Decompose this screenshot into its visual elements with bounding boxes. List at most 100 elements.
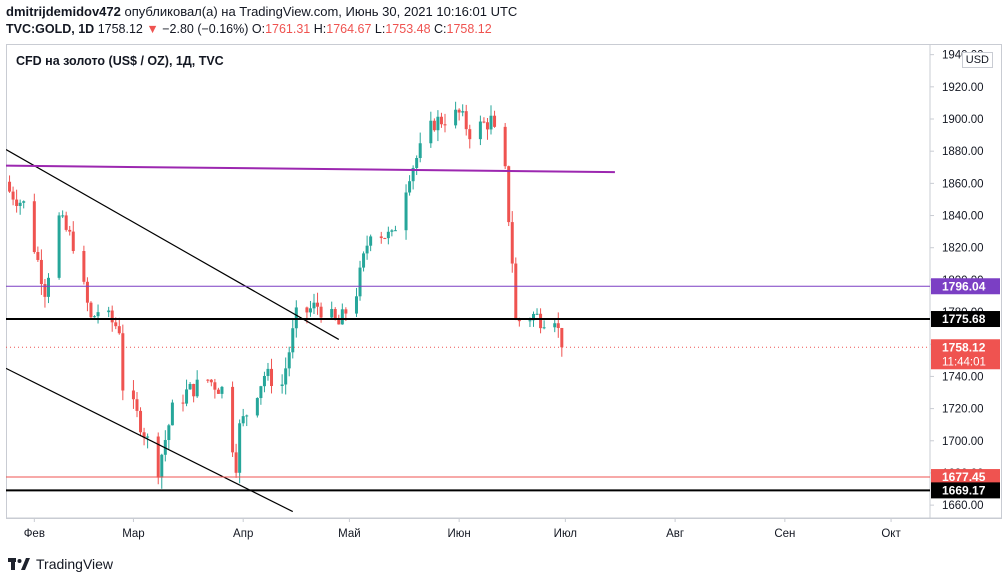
price-label-box bbox=[931, 339, 1000, 370]
candle-body bbox=[11, 191, 15, 200]
candle-body bbox=[411, 167, 415, 182]
low-value: 1753.48 bbox=[385, 22, 431, 36]
candle-body bbox=[429, 120, 433, 144]
candle-body bbox=[539, 313, 543, 329]
candle-body bbox=[18, 202, 22, 206]
publish-text: опубликовал(а) на TradingView.com, Июнь … bbox=[124, 4, 518, 19]
candle-body bbox=[46, 277, 50, 297]
author-name[interactable]: dmitrijdemidov472 bbox=[6, 4, 121, 19]
y-tick-label: 1820.00 bbox=[942, 243, 984, 255]
candle-body bbox=[517, 319, 521, 322]
currency-label[interactable]: USD bbox=[961, 52, 993, 68]
candle-body bbox=[379, 236, 383, 239]
price-label: 1677.45 bbox=[942, 470, 986, 484]
y-tick-label: 1720.00 bbox=[942, 404, 984, 416]
open-value: 1761.31 bbox=[265, 22, 311, 36]
candle-body bbox=[238, 423, 242, 473]
y-tick-label: 1840.00 bbox=[942, 211, 984, 223]
candle-body bbox=[192, 383, 196, 397]
candle-body bbox=[510, 222, 514, 264]
candle-body bbox=[146, 436, 150, 438]
price-label: 1775.68 bbox=[942, 312, 986, 326]
symbol-info-bar: TVC:GOLD, 1D 1758.12 ▼ −2.80 (−0.16%) O:… bbox=[6, 22, 492, 36]
price-label-box bbox=[931, 482, 1000, 499]
price-change: −2.80 (−0.16%) bbox=[162, 22, 249, 36]
high-label: H: bbox=[313, 22, 327, 36]
candle-body bbox=[110, 310, 114, 323]
footer-brand[interactable]: TradingView bbox=[8, 556, 113, 572]
candle-body bbox=[418, 143, 422, 159]
candle-body bbox=[89, 302, 93, 318]
candle-body bbox=[114, 322, 118, 327]
candle-body bbox=[68, 229, 72, 232]
candle-body bbox=[209, 379, 213, 383]
candle-body bbox=[255, 398, 259, 416]
candle-body bbox=[408, 181, 412, 193]
candle-body bbox=[493, 115, 497, 127]
x-tick-label: Май bbox=[338, 528, 361, 540]
candle-body bbox=[386, 231, 390, 239]
candle-body bbox=[514, 263, 518, 320]
candle-body bbox=[507, 166, 511, 223]
candle-body bbox=[287, 352, 291, 369]
candle-body bbox=[234, 452, 238, 473]
candle-body bbox=[241, 416, 245, 424]
candle-body bbox=[330, 309, 334, 318]
candle-body bbox=[36, 252, 40, 260]
y-tick-label: 1660.00 bbox=[942, 500, 984, 512]
candle-body bbox=[340, 309, 344, 325]
candle-body bbox=[454, 109, 458, 126]
trend-line bbox=[6, 149, 340, 340]
candle-body bbox=[482, 121, 486, 123]
candle-body bbox=[556, 323, 560, 328]
candle-body bbox=[64, 215, 68, 230]
candle-body bbox=[213, 382, 217, 390]
candle-body bbox=[117, 326, 121, 334]
candle-body bbox=[121, 333, 125, 391]
candle-body bbox=[308, 308, 312, 313]
close-label: C: bbox=[434, 22, 447, 36]
candle-body bbox=[195, 379, 199, 397]
open-label: O: bbox=[251, 22, 266, 36]
candle-body bbox=[284, 368, 288, 385]
high-value: 1764.67 bbox=[326, 22, 372, 36]
candle-body bbox=[390, 230, 394, 232]
candle-body bbox=[553, 323, 557, 328]
candle-body bbox=[170, 402, 174, 426]
candle-body bbox=[262, 375, 266, 387]
candle-body bbox=[528, 320, 532, 322]
candle-body bbox=[457, 109, 461, 113]
candle-body bbox=[305, 307, 309, 313]
candle-body bbox=[333, 309, 337, 319]
x-tick-label: Июн bbox=[448, 528, 471, 540]
candle-body bbox=[393, 230, 397, 232]
candle-body bbox=[291, 328, 295, 353]
candle-body bbox=[485, 122, 489, 130]
y-tick-label: 1920.00 bbox=[942, 82, 984, 94]
candle-body bbox=[259, 386, 263, 399]
candle-body bbox=[535, 313, 539, 315]
candle-body bbox=[489, 115, 493, 130]
x-tick-label: Апр bbox=[233, 528, 253, 540]
candle-body bbox=[531, 313, 535, 321]
y-tick-label: 1700.00 bbox=[942, 436, 984, 448]
x-tick-label: Сен bbox=[774, 528, 795, 540]
candle-body bbox=[404, 192, 408, 231]
candle-body bbox=[439, 116, 443, 125]
x-tick-label: Мар bbox=[122, 528, 145, 540]
candle-body bbox=[85, 281, 89, 303]
candle-body bbox=[160, 454, 164, 478]
countdown-label: 11:44:01 bbox=[942, 356, 986, 368]
last-price: 1758.12 bbox=[97, 22, 143, 36]
candle-body bbox=[39, 259, 43, 285]
candle-body bbox=[71, 231, 75, 252]
symbol-label: TVC:GOLD, 1D bbox=[6, 22, 95, 36]
candle-body bbox=[312, 302, 316, 309]
candles-group bbox=[6, 101, 615, 513]
price-label: 1758.12 bbox=[942, 340, 986, 354]
candle-body bbox=[344, 309, 348, 314]
candle-body bbox=[280, 384, 284, 387]
trend-line bbox=[6, 367, 294, 513]
publish-info: dmitrijdemidov472 опубликовал(а) на Trad… bbox=[6, 4, 517, 19]
